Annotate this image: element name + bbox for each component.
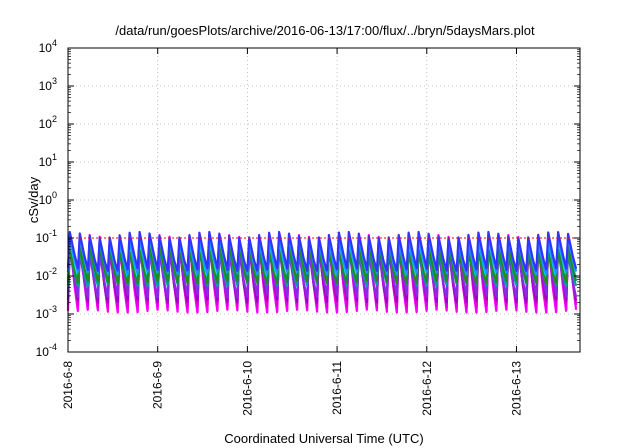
- y-tick-label: 10-4: [36, 342, 57, 359]
- series-group: [66, 230, 578, 314]
- grid: [68, 48, 580, 352]
- x-axis-label: Coordinated Universal Time (UTC): [224, 431, 423, 446]
- y-tick-label: 103: [39, 76, 57, 93]
- y-axis-label: cSv/day: [26, 176, 41, 223]
- x-tick-label: 2016-6-13: [509, 361, 523, 416]
- y-tick-label: 101: [39, 152, 57, 169]
- series-line: [66, 245, 578, 285]
- y-tick-label: 102: [39, 114, 57, 131]
- x-tick-label: 2016-6-10: [240, 361, 254, 416]
- y-tick-label: 100: [39, 190, 57, 207]
- x-tick-label: 2016-6-9: [151, 361, 165, 409]
- chart-title: /data/run/goesPlots/archive/2016-06-13/1…: [115, 23, 535, 38]
- y-tick-label: 10-2: [36, 266, 57, 283]
- y-tick-label: 104: [39, 38, 57, 55]
- y-tick-label: 10-1: [36, 228, 57, 245]
- series-line: [66, 230, 578, 272]
- x-tick-label: 2016-6-8: [61, 361, 75, 409]
- x-axis: 2016-6-8 2016-6-9 2016-6-10 2016-6-11 2016-6…: [61, 48, 523, 416]
- y-axis: 10-4 10-3 10-2 10-1 100 101 102 103 104: [36, 38, 580, 359]
- y-tick-label: 10-3: [36, 304, 57, 321]
- x-tick-label: 2016-6-11: [330, 361, 344, 415]
- x-tick-label: 2016-6-12: [420, 361, 434, 416]
